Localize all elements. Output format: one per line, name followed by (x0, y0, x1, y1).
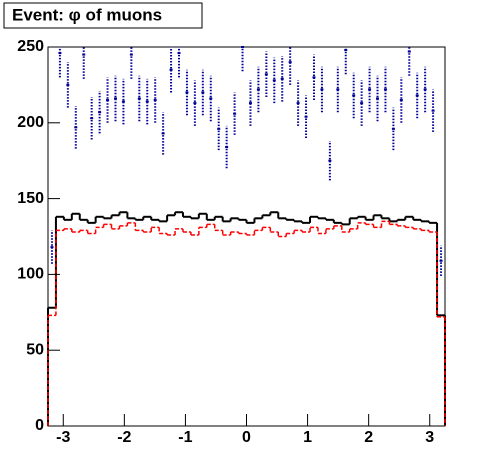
data-point (193, 102, 197, 105)
data-point (344, 49, 348, 52)
y-tick-label: 200 (17, 114, 44, 131)
chart-title: Event: φ of muons (12, 5, 162, 24)
data-point (407, 50, 411, 53)
title-box (3, 2, 203, 29)
data-point (50, 246, 54, 249)
data-point (352, 94, 356, 97)
data-point (376, 97, 380, 100)
data-point (233, 112, 237, 115)
y-tick-label: 50 (26, 341, 44, 358)
data-point (391, 127, 395, 130)
y-tick-label: 0 (35, 417, 44, 434)
data-point (113, 97, 117, 100)
data-point (272, 79, 276, 82)
data-point (415, 94, 419, 97)
x-tick-label: 3 (425, 429, 434, 446)
data-point (423, 88, 427, 91)
data-point (82, 53, 86, 56)
data-point (399, 99, 403, 102)
data-point (185, 91, 189, 94)
x-tick-label: -3 (56, 429, 70, 446)
data-point (217, 127, 221, 130)
data-point (304, 115, 308, 118)
data-point (137, 97, 141, 100)
data-point (225, 146, 229, 149)
data-point (209, 97, 213, 100)
data-point (328, 159, 332, 162)
data-point (241, 46, 245, 48)
data-point (439, 259, 443, 262)
data-point (121, 100, 125, 103)
data-point (431, 109, 435, 112)
data-point (58, 52, 62, 55)
data-point (256, 88, 260, 91)
data-point (336, 88, 340, 91)
x-tick-label: 0 (242, 429, 251, 446)
y-tick-label: 250 (17, 38, 44, 55)
data-point (169, 68, 173, 71)
data-point (98, 111, 102, 114)
data-point (280, 77, 284, 80)
x-tick-label: 2 (364, 429, 373, 446)
data-point (177, 52, 181, 55)
data-point (145, 100, 149, 103)
x-tick-label: -2 (117, 429, 131, 446)
y-tick-label: 100 (17, 266, 44, 283)
data-point (360, 102, 364, 105)
data-point (129, 53, 133, 56)
data-point (312, 76, 316, 79)
data-point (153, 99, 157, 102)
data-point (264, 73, 268, 76)
data-point (161, 132, 165, 135)
data-point (106, 99, 110, 102)
x-tick-label: -1 (178, 429, 192, 446)
data-point (66, 83, 70, 86)
data-point (288, 61, 292, 64)
data-point (74, 126, 78, 129)
x-tick-label: 1 (303, 429, 312, 446)
data-point (296, 102, 300, 105)
data-point (248, 102, 252, 105)
data-point (201, 91, 205, 94)
data-point (90, 117, 94, 120)
y-tick-label: 150 (17, 190, 44, 207)
data-point (320, 88, 324, 91)
data-point (383, 88, 387, 91)
data-point (368, 88, 372, 91)
